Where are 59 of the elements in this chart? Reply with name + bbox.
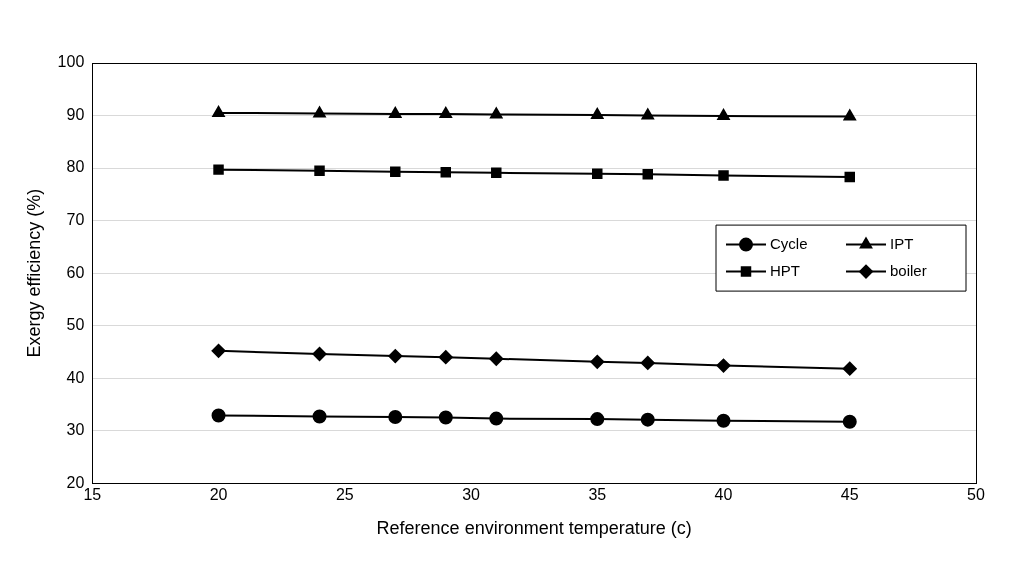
x-tick-label: 25 — [335, 486, 354, 504]
point — [842, 414, 857, 429]
point — [590, 354, 605, 369]
y-tick-label: 40 — [66, 368, 85, 386]
point — [718, 170, 729, 181]
point — [312, 346, 327, 361]
x-tick-label: 50 — [967, 486, 985, 504]
point — [716, 358, 731, 373]
x-axis-title: Reference environment temperature (c) — [376, 518, 692, 539]
point — [489, 411, 504, 426]
y-tick-label: 100 — [57, 53, 85, 71]
y-tick-label: 60 — [66, 263, 85, 281]
x-tick-label: 40 — [714, 486, 733, 504]
point — [438, 410, 453, 425]
point — [439, 106, 452, 118]
point — [314, 165, 325, 176]
point — [388, 349, 403, 364]
y-axis-title: Exergy efficiency (%) — [23, 188, 44, 358]
point — [491, 167, 502, 179]
point — [716, 413, 731, 428]
point — [438, 350, 453, 365]
y-tick-label: 30 — [66, 421, 85, 439]
point — [717, 109, 730, 121]
point — [843, 109, 856, 121]
y-tick-label: 50 — [66, 316, 85, 334]
point — [212, 105, 225, 117]
point — [842, 361, 857, 376]
x-tick-label: 20 — [209, 486, 228, 504]
point — [313, 106, 326, 118]
point — [211, 343, 226, 358]
x-tick-label: 45 — [840, 486, 859, 504]
point — [388, 410, 403, 425]
point — [390, 166, 401, 177]
point — [489, 351, 504, 366]
point — [211, 408, 226, 423]
point — [312, 409, 327, 424]
point — [591, 108, 604, 119]
legend-label: boiler — [890, 261, 927, 279]
point — [490, 107, 503, 119]
point — [389, 106, 402, 118]
x-tick-label: 35 — [588, 486, 607, 504]
x-tick-label: 30 — [462, 486, 481, 504]
point — [642, 169, 654, 180]
point — [640, 412, 655, 427]
y-tick-label: 70 — [66, 210, 85, 228]
y-tick-label: 90 — [66, 105, 85, 123]
point — [640, 355, 655, 370]
y-tick-label: 20 — [66, 473, 85, 491]
legend-label: IPT — [890, 234, 914, 252]
legend-label: Cycle — [770, 234, 808, 252]
point — [844, 171, 855, 183]
point — [440, 167, 452, 178]
point — [590, 412, 605, 427]
legend-label: HPT — [770, 261, 800, 279]
point — [213, 164, 224, 175]
point — [592, 168, 603, 180]
x-tick-label: 15 — [83, 486, 102, 504]
y-tick-label: 80 — [66, 158, 85, 176]
point — [641, 108, 654, 120]
